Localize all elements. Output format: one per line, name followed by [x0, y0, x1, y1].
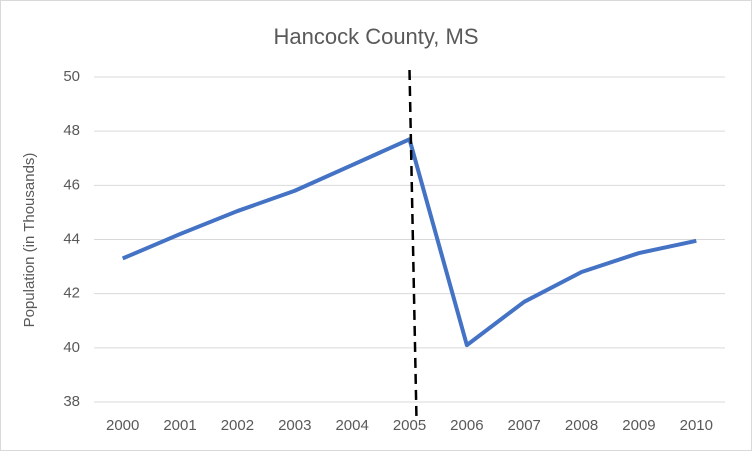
data-line [121, 137, 697, 348]
x-tick-label: 2002 [221, 417, 254, 434]
x-tick-label: 2001 [163, 417, 196, 434]
reference-line [408, 69, 418, 421]
y-tick-label: 42 [63, 285, 80, 302]
x-tick-label: 2006 [450, 417, 483, 434]
chart-title: Hancock County, MS [273, 24, 478, 49]
x-tick-label: 2000 [106, 417, 139, 434]
x-tick-label: 2010 [680, 417, 713, 434]
x-tick-label: 2003 [278, 417, 311, 434]
y-tick-label: 38 [63, 393, 80, 410]
y-axis-label: Population (in Thousands) [21, 153, 38, 328]
x-tick-label: 2007 [508, 417, 541, 434]
y-tick-label: 46 [63, 176, 80, 193]
y-tick-label: 50 [63, 68, 80, 85]
x-tick-label: 2008 [565, 417, 598, 434]
x-tick-label: 2005 [393, 417, 426, 434]
x-tick-label: 2009 [622, 417, 655, 434]
x-tick-label: 2004 [335, 417, 368, 434]
y-tick-label: 44 [63, 230, 80, 247]
y-tick-label: 40 [63, 339, 80, 356]
y-tick-label: 48 [63, 122, 80, 139]
